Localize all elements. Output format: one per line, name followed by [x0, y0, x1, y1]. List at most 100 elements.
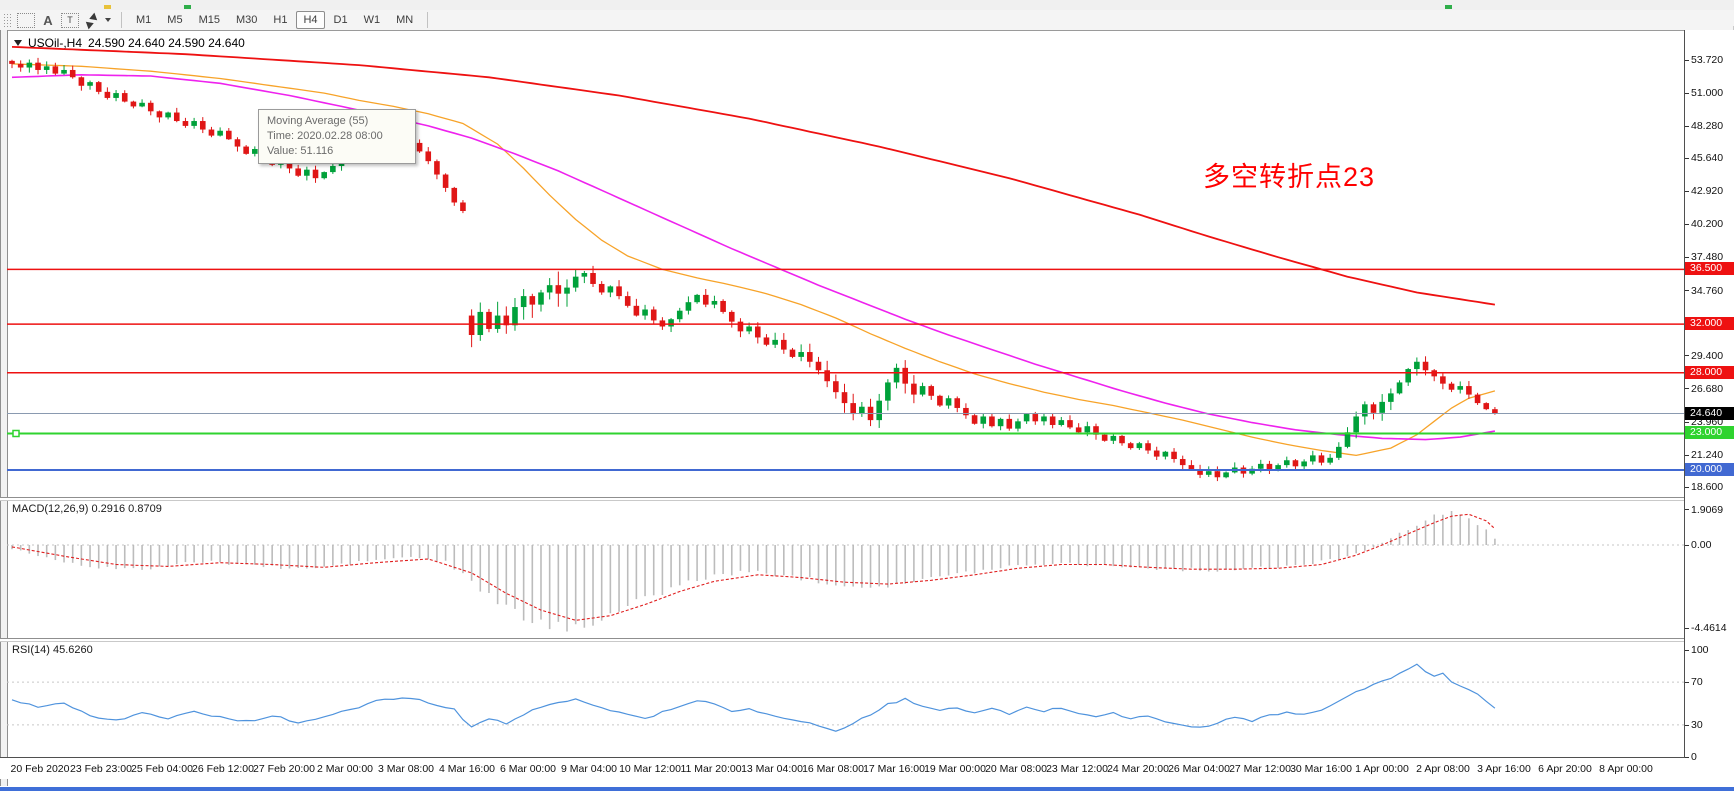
date-label: 2 Mar 00:00 [316, 763, 374, 775]
text-label-icon[interactable]: T [61, 11, 79, 29]
candle [841, 392, 848, 404]
candle [425, 151, 432, 162]
arrows-glyph-icon [83, 12, 100, 29]
timeframe-button-m30[interactable]: M30 [235, 14, 258, 26]
candle [1318, 455, 1325, 463]
candle [217, 130, 223, 136]
candle [1414, 361, 1420, 370]
candle [1370, 404, 1377, 413]
candle [737, 321, 744, 332]
scale-tick: 51.000 [1685, 87, 1723, 99]
candle [529, 296, 536, 305]
candle [1422, 361, 1429, 371]
price-scale[interactable]: 53.720 51.000 48.280 45.640 42.920 40.200 37.4… [1684, 30, 1734, 763]
candle [1049, 416, 1056, 425]
date-label: 26 Feb 12:00 [192, 763, 254, 775]
price-badge-32.000: 32.000 [1685, 317, 1734, 331]
candle [590, 273, 596, 284]
candle [416, 142, 423, 152]
grid-box-icon [17, 12, 35, 28]
candle [1006, 418, 1013, 429]
candle [191, 121, 197, 126]
candle [35, 62, 41, 70]
candle [468, 315, 475, 336]
candle [607, 286, 614, 293]
timeframe-button-mn[interactable]: MN [396, 14, 414, 26]
candle [243, 146, 249, 154]
candle [1119, 435, 1125, 444]
candle [520, 296, 527, 308]
candle [1015, 421, 1021, 429]
scale-tick: 29.400 [1685, 350, 1723, 362]
candle [789, 349, 796, 357]
chart-title-symbol: USOil-,H4 [28, 36, 83, 50]
scale-tick: 40.200 [1685, 218, 1723, 230]
candle [807, 352, 813, 362]
timeframe-button-m1[interactable]: M1 [136, 14, 152, 26]
candle [989, 416, 995, 427]
candle [121, 93, 128, 102]
scale-tick: 34.760 [1685, 285, 1723, 297]
ma-line[interactable] [11, 63, 1496, 457]
timeframe-button-m5[interactable]: M5 [167, 14, 183, 26]
candle [1396, 382, 1403, 394]
panel-separator[interactable] [0, 638, 1734, 642]
date-label: 30 Mar 16:00 [1290, 763, 1352, 775]
candle [95, 82, 102, 92]
date-label: 17 Mar 16:00 [863, 763, 925, 775]
candle [980, 416, 987, 424]
candle [624, 296, 631, 306]
arrows-dropdown-caret-icon[interactable] [105, 18, 111, 22]
candle [1188, 465, 1195, 470]
chinese-annotation-text: 多空转折点23 [1203, 162, 1376, 192]
candle [1171, 451, 1177, 460]
timeframe-button-h4[interactable]: H4 [296, 11, 325, 29]
timeframe-button-d1[interactable]: D1 [333, 14, 348, 26]
date-label: 24 Mar 20:00 [1107, 763, 1169, 775]
grid-f-icon[interactable]: F [17, 11, 1734, 34]
candle [971, 415, 978, 424]
candle [694, 294, 700, 303]
time-axis[interactable]: 20 Feb 2020 23 Feb 23:00 25 Feb 04:00 26 Fe… [0, 757, 1734, 779]
text-a-icon[interactable]: A [43, 12, 53, 28]
candle [1336, 446, 1342, 458]
candle [1197, 469, 1203, 475]
panel-separator[interactable] [0, 497, 1734, 501]
toolbar-grip[interactable] [3, 13, 11, 27]
date-label: 16 Mar 08:00 [802, 763, 864, 775]
candle [728, 311, 735, 322]
candle [147, 102, 154, 112]
candle [859, 406, 865, 415]
ma-line[interactable] [11, 73, 1496, 441]
scale-tick: 70 [1685, 676, 1703, 688]
candle [286, 159, 293, 169]
candle [963, 407, 969, 416]
ma-line[interactable] [11, 46, 1496, 306]
candle [1440, 376, 1446, 384]
candle [130, 101, 137, 107]
scale-tick: 30 [1685, 719, 1703, 731]
candle [1110, 435, 1117, 441]
rsi-panel[interactable] [0, 640, 1684, 757]
main-price-panel[interactable] [0, 30, 1684, 497]
toolbar-separator [427, 12, 429, 28]
timeframe-button-m15[interactable]: M15 [198, 14, 220, 26]
arrows-tool-icon[interactable] [83, 11, 101, 29]
timeframe-button-w1[interactable]: W1 [363, 14, 381, 26]
hline-handle[interactable] [12, 429, 20, 438]
candle [824, 370, 830, 382]
candle [885, 382, 891, 401]
candle [182, 121, 189, 126]
candle [1084, 426, 1091, 433]
candle [1249, 468, 1255, 474]
macd-panel[interactable] [0, 499, 1684, 638]
candle [165, 112, 171, 118]
timeframe-button-h1[interactable]: H1 [273, 14, 288, 26]
scale-tick: 0.00 [1685, 539, 1711, 551]
candle [633, 305, 640, 316]
candle [226, 130, 232, 140]
symbol-dropdown-icon[interactable] [14, 40, 22, 46]
candle [538, 292, 544, 305]
candle [1327, 457, 1333, 463]
